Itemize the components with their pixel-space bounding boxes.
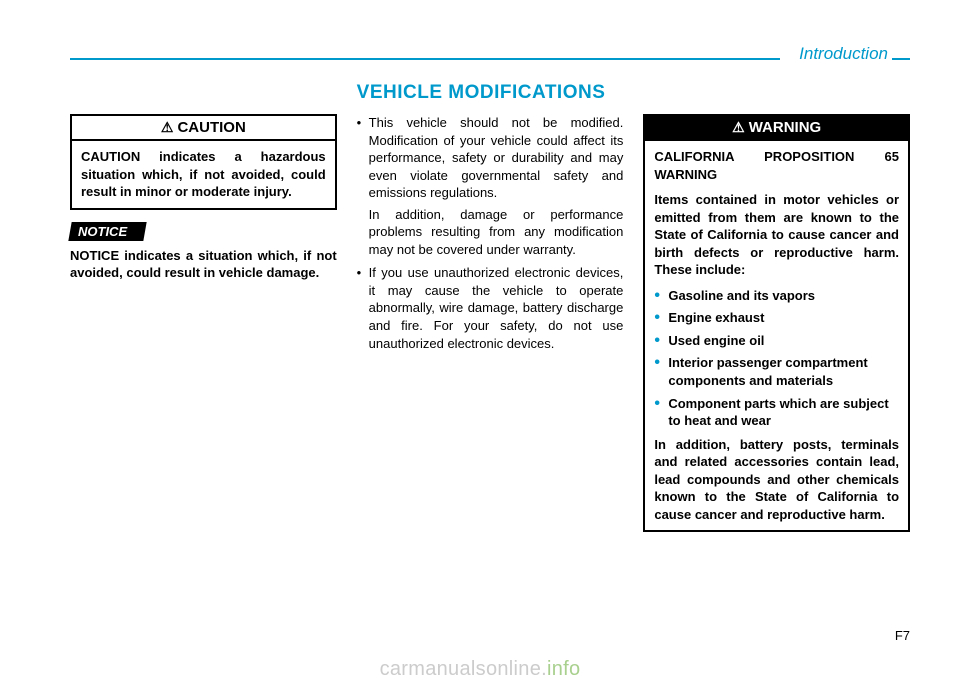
warning-body: CALIFORNIA PROPOSITION 65 WARNING Items … xyxy=(645,141,908,530)
warning-bullet: Component parts which are subject to hea… xyxy=(654,395,899,430)
section-title: Introduction xyxy=(799,44,888,64)
header: Introduction xyxy=(70,40,910,68)
warning-bullet: Used engine oil xyxy=(654,332,899,350)
caution-body: CAUTION indicates a hazardous situation … xyxy=(72,141,335,208)
list-item: This vehicle should not be modified. Mod… xyxy=(357,114,624,258)
warning-icon: ⚠ xyxy=(732,119,745,136)
watermark-text: carmanualsonline. xyxy=(380,658,547,680)
list-item: If you use unauthorized electronic devic… xyxy=(357,264,624,352)
main-heading: VEHICLE MODIFICATIONS xyxy=(357,82,624,104)
columns: ⚠CAUTION CAUTION indicates a hazardous s… xyxy=(70,82,910,544)
body-list: This vehicle should not be modified. Mod… xyxy=(357,114,624,352)
header-rule-right xyxy=(892,58,910,60)
list-item-para: In addition, damage or performance probl… xyxy=(369,206,624,259)
notice-body: NOTICE indicates a situation which, if n… xyxy=(70,247,337,282)
warning-title: ⚠WARNING xyxy=(645,116,908,141)
column-3: . ⚠WARNING CALIFORNIA PROPOSITION 65 WAR… xyxy=(643,82,910,544)
header-rule-left xyxy=(70,58,780,60)
warning-title-text: WARNING xyxy=(749,119,822,136)
warning-bullet: Engine exhaust xyxy=(654,309,899,327)
warning-heading: CALIFORNIA PROPOSITION 65 WARNING xyxy=(654,148,899,183)
page-content: Introduction ⚠CAUTION CAUTION indicates … xyxy=(70,40,910,659)
caution-box: ⚠CAUTION CAUTION indicates a hazardous s… xyxy=(70,114,337,210)
warning-box: ⚠WARNING CALIFORNIA PROPOSITION 65 WARNI… xyxy=(643,114,910,532)
watermark: carmanualsonline.info xyxy=(0,658,960,681)
warning-list: Gasoline and its vapors Engine exhaust U… xyxy=(654,287,899,430)
column-1: ⚠CAUTION CAUTION indicates a hazardous s… xyxy=(70,82,337,544)
notice-tag: NOTICE xyxy=(68,222,146,241)
list-item-text: If you use unauthorized electronic devic… xyxy=(369,265,624,350)
warning-bullet: Gasoline and its vapors xyxy=(654,287,899,305)
page-number: F7 xyxy=(895,628,910,643)
warning-intro: Items contained in motor vehicles or emi… xyxy=(654,191,899,279)
spacer xyxy=(70,82,337,114)
caution-title: ⚠CAUTION xyxy=(72,116,335,141)
caution-title-text: CAUTION xyxy=(177,119,245,136)
warning-outro: In addition, battery posts, terminals an… xyxy=(654,436,899,524)
column-2: VEHICLE MODIFICATIONS This vehicle shoul… xyxy=(357,82,624,544)
watermark-info: info xyxy=(547,658,580,680)
warning-bullet: Interior passenger compartment component… xyxy=(654,354,899,389)
warning-icon: ⚠ xyxy=(161,119,174,136)
notice-label: NOTICE xyxy=(78,224,127,239)
caution-text: CAUTION indicates a hazardous situation … xyxy=(81,148,326,201)
list-item-text: This vehicle should not be modified. Mod… xyxy=(369,115,624,200)
